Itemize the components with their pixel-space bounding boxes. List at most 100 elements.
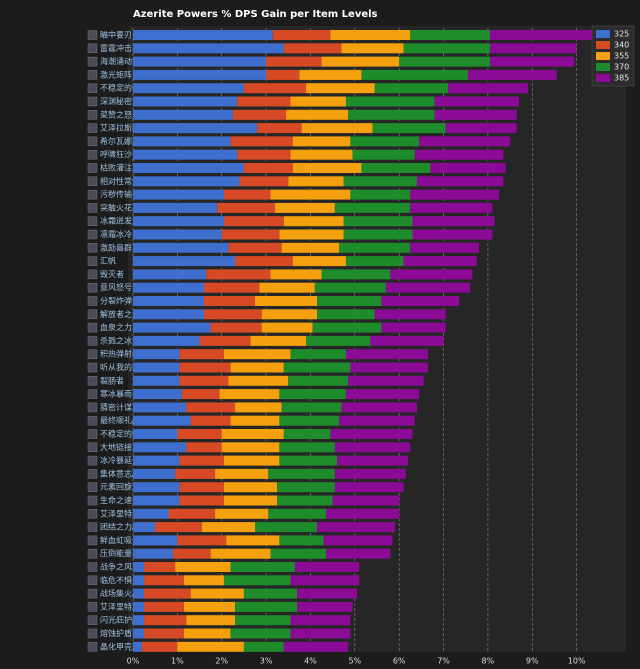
bar-segment [255,522,318,533]
bar-segment [179,362,231,373]
category-icon [87,389,98,399]
bar-segment [390,269,473,280]
bar-segment [350,189,411,200]
bar-segment [399,56,491,67]
bar-segment [306,335,371,346]
bar-segment [325,508,400,519]
category-icon [87,296,98,306]
bar-segment [133,322,211,333]
bar-segment [232,109,287,120]
category-icon [87,309,98,320]
bar-segment [172,548,211,559]
category-icon [87,442,98,453]
bar-segment [290,149,353,160]
bar-segment [133,216,224,227]
category-label: 冰霜迸发 [100,216,132,226]
bar-segment [186,615,236,626]
bar-segment [228,375,289,386]
bar-segment [270,189,351,200]
category-label: 积热弹射装置 [100,349,148,359]
bar-segment [343,176,417,187]
bar-segment [259,282,315,293]
bar-segment [334,482,404,493]
bar-segment [314,282,386,293]
category-icon [87,588,98,599]
bar-segment [279,415,340,426]
category-label: 寒冰暴雨 [100,389,132,399]
bar-segment [352,149,415,160]
category-icon [87,322,98,333]
legend-label: 325 [614,30,629,39]
bar-segment [279,389,346,400]
bar-segment [434,96,519,107]
bar-segment [385,282,471,293]
bar-segment [133,375,180,386]
bar-segment [268,468,335,479]
bar-segment [490,56,575,67]
category-label: 瞄中要刃 [100,30,132,40]
category-icon [87,70,98,80]
bar-segment [235,256,293,267]
bar-segment [277,482,335,493]
category-label: 闪光庇护所 [100,615,140,625]
category-icon [87,216,98,226]
bar-segment [381,296,460,306]
category-label: 不稳定的催化剂 [100,83,156,93]
bar-segment [230,136,293,147]
bar-segment [261,322,313,333]
bar-segment [281,242,340,253]
category-label: 激光矩阵 [100,69,132,79]
x-tick-label: 4% [304,657,317,666]
bar-segment [292,256,346,267]
category-label: 艾泽拉斯的勇士 [100,123,156,133]
bar-segment [350,136,420,147]
bar-segment [410,242,480,253]
bar-segment [133,242,229,253]
bar-segment [306,83,375,94]
bar-segment [361,163,431,173]
bar-segment [343,229,413,240]
bar-segment [133,601,145,612]
bar-segment [133,522,156,533]
bar-segment [133,176,240,187]
category-label: 枯败灌注 [100,163,132,173]
category-icon [87,256,98,266]
category-icon [87,110,98,120]
category-label: 听从我的召唤 [100,362,148,372]
bar-segment [372,123,446,134]
bar-segment [290,628,351,639]
bar-segment [350,362,429,373]
category-icon [87,602,98,612]
bar-segment [277,495,333,506]
bar-segment [445,123,517,134]
bar-segment [215,508,269,519]
bar-segment [283,641,349,652]
bar-segment [297,588,358,599]
category-label: 菜赞之怒 [100,109,132,119]
bar-segment [410,30,491,40]
bar-segment [290,615,351,626]
bar-segment [237,96,291,107]
category-label: 雷霆冲击 [100,43,132,53]
bar-segment [177,429,222,439]
bar-segment [226,535,280,546]
x-tick-label: 9% [526,657,539,666]
bar-segment [325,548,391,559]
bar-segment [133,309,204,320]
bar-segment [223,189,271,200]
x-tick-label: 6% [393,657,406,666]
bar-segment [345,96,435,107]
x-tick-label: 8% [482,657,495,666]
category-label: 冰冷暴延 [100,455,132,465]
bar-segment [219,389,280,400]
bar-segment [243,83,307,94]
bar-segment [374,83,448,94]
bar-segment [292,163,362,173]
bar-segment [317,522,395,533]
bar-segment [312,322,382,333]
bar-segment [133,30,273,40]
legend-swatch [596,41,610,49]
bar-segment [299,69,362,80]
bar-segment [133,109,233,120]
